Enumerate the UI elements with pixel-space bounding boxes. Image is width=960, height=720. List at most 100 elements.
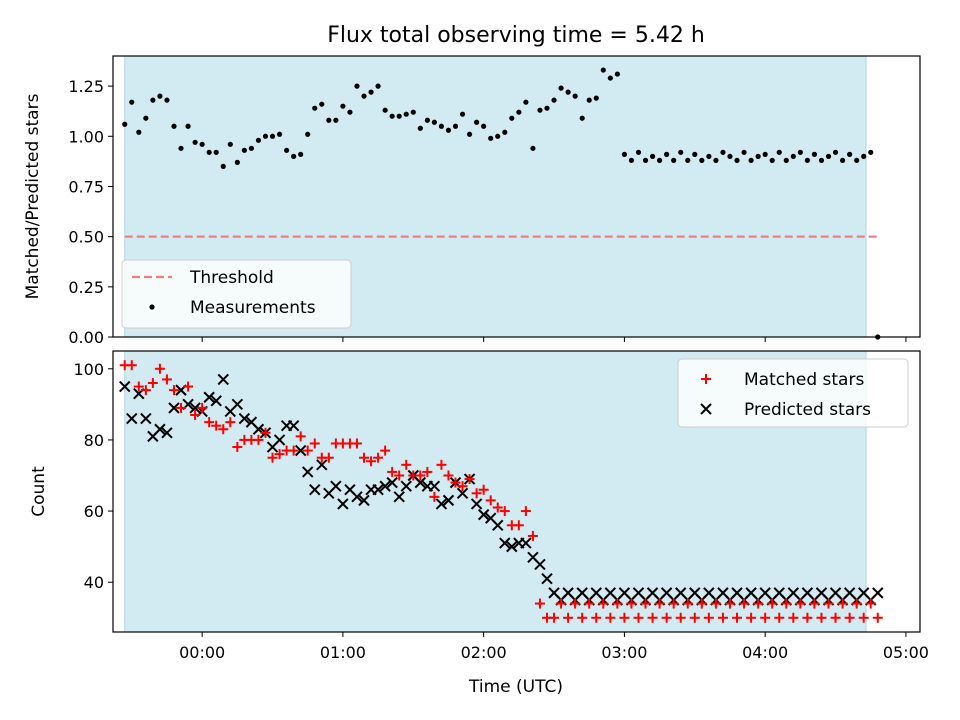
x-tick-label: 01:00	[320, 643, 366, 662]
matched-star-point	[190, 410, 201, 421]
bottom-y-tick-label: 60	[84, 502, 104, 521]
matched-star-point	[527, 530, 538, 541]
legend-matched-swatch	[701, 374, 711, 384]
measurement-point	[861, 153, 867, 159]
matched-star-point	[809, 598, 820, 609]
matched-star-point	[746, 612, 757, 623]
predicted-star-point	[287, 419, 300, 432]
measurement-point	[868, 149, 874, 155]
measurement-point	[847, 151, 853, 157]
matched-star-point	[204, 417, 215, 428]
measurement-point	[474, 119, 480, 125]
matched-star-point	[570, 598, 581, 609]
predicted-star-point	[386, 476, 398, 489]
matched-star-point	[577, 612, 588, 623]
measurement-point	[389, 113, 395, 119]
count-legend: Matched stars Predicted stars	[677, 358, 909, 428]
predicted-star-point	[393, 491, 405, 503]
predicted-star-point	[541, 572, 553, 585]
measurement-point	[213, 149, 219, 155]
measurement-point	[516, 109, 522, 115]
measurement-point	[776, 149, 782, 155]
measurement-point	[832, 149, 839, 155]
matched-star-point	[197, 402, 208, 413]
measurement-point	[762, 151, 768, 157]
ratio-legend: Threshold Measurements	[121, 259, 352, 329]
measurement-point	[417, 125, 423, 131]
top-y-tick-label: 1.25	[68, 77, 104, 96]
matched-star-point	[717, 612, 728, 623]
predicted-star-point	[358, 494, 370, 507]
predicted-star-point	[168, 402, 180, 414]
matched-star-point	[549, 612, 560, 623]
matched-star-point	[309, 438, 320, 449]
measurement-point	[692, 151, 698, 157]
measurement-point	[635, 149, 642, 155]
measurement-point	[129, 99, 135, 105]
measurement-point	[340, 103, 346, 109]
matched-star-point	[471, 488, 482, 499]
bottom-y-tick-label: 100	[73, 360, 104, 379]
matched-star-point	[492, 502, 503, 513]
matched-star-point	[823, 598, 834, 609]
matched-star-point	[739, 598, 750, 609]
measurement-point	[614, 71, 620, 77]
measurement-point	[565, 89, 571, 95]
matched-star-point	[225, 417, 236, 428]
measurement-point	[642, 157, 649, 163]
measurement-point	[572, 93, 578, 99]
measurement-point	[445, 127, 452, 133]
matched-star-point	[865, 598, 876, 609]
measurement-point	[283, 147, 290, 153]
predicted-star-point	[309, 484, 321, 496]
measurement-point	[502, 129, 508, 135]
top-y-tick-label: 0.25	[68, 278, 104, 297]
matched-star-point	[499, 506, 510, 517]
matched-star-points	[119, 360, 883, 623]
matched-star-point	[274, 449, 285, 460]
measurement-point	[312, 105, 318, 111]
matched-star-point	[485, 495, 496, 506]
matched-star-point	[147, 378, 158, 389]
legend-plus-marker	[701, 374, 711, 384]
bottom-y-ticks: 40 60 80 100	[73, 360, 113, 592]
matched-star-point	[323, 452, 334, 463]
measurement-point	[854, 157, 860, 163]
measurement-point	[438, 123, 445, 129]
top-y-tick-label: 0.75	[68, 177, 104, 196]
matched-star-point	[366, 456, 377, 467]
predicted-star-point	[119, 380, 131, 393]
count-legend-box	[677, 358, 909, 428]
predicted-star-point	[492, 519, 504, 531]
predicted-star-point	[231, 398, 244, 411]
bottom-y-tick-label: 40	[84, 573, 104, 592]
count-axes-frame	[112, 350, 921, 633]
matched-star-point	[710, 598, 721, 609]
measurement-point	[354, 83, 360, 89]
measurement-point	[551, 97, 557, 103]
matched-star-point	[753, 598, 764, 609]
measurement-point	[783, 157, 789, 163]
measurement-point	[255, 137, 262, 143]
measurement-point	[361, 93, 367, 99]
measurement-point	[248, 145, 255, 151]
top-x-ticks	[201, 337, 907, 342]
matched-star-point	[176, 402, 187, 413]
matched-star-point	[513, 520, 524, 531]
measurement-point	[431, 119, 437, 125]
legend-measurements-label: Measurements	[190, 298, 316, 318]
measurement-point	[586, 97, 592, 103]
measurement-points	[122, 67, 881, 340]
predicted-star-point	[534, 558, 546, 571]
matched-star-point	[387, 466, 398, 477]
matched-star-point	[591, 612, 602, 623]
predicted-star-point	[414, 476, 427, 489]
predicted-star-point	[210, 395, 222, 407]
chart-title: Flux total observing time = 5.42 h	[327, 23, 705, 48]
measurement-point	[713, 157, 719, 163]
matched-star-point	[844, 612, 855, 623]
measurement-point	[164, 97, 170, 103]
ratio-y-axis-label: Matched/Predicted stars	[23, 93, 43, 299]
predicted-star-point	[330, 480, 342, 492]
